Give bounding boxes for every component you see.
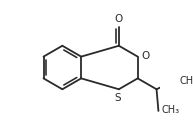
- Text: CH₃: CH₃: [161, 105, 179, 115]
- Text: O: O: [114, 14, 122, 24]
- Text: CH₃: CH₃: [179, 76, 193, 86]
- Text: S: S: [115, 93, 121, 103]
- Text: O: O: [141, 51, 149, 61]
